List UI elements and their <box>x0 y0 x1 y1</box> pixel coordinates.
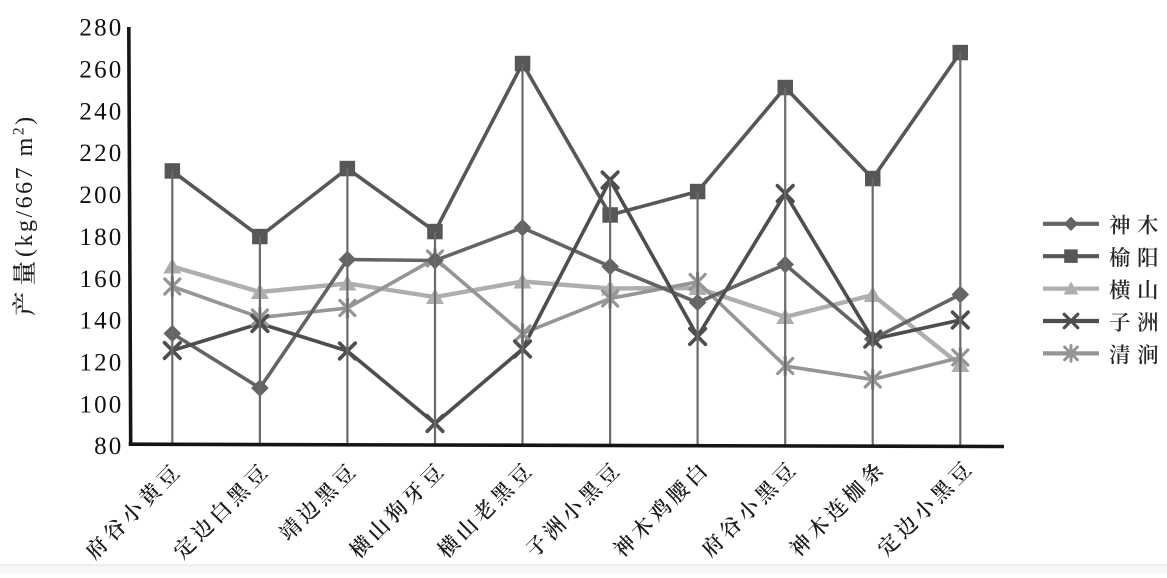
svg-text:100: 100 <box>79 391 123 418</box>
svg-text:200: 200 <box>79 182 123 209</box>
svg-text:180: 180 <box>79 224 123 251</box>
svg-text:280: 280 <box>79 15 123 42</box>
svg-text:260: 260 <box>79 57 123 84</box>
svg-text:220: 220 <box>79 140 123 167</box>
svg-text:240: 240 <box>79 98 123 125</box>
svg-text:140: 140 <box>79 308 123 335</box>
svg-text:160: 160 <box>79 266 123 293</box>
svg-text:80: 80 <box>94 433 123 460</box>
svg-text:(kg/667 m2): (kg/667 m2) <box>11 114 39 257</box>
svg-text:120: 120 <box>79 350 123 377</box>
